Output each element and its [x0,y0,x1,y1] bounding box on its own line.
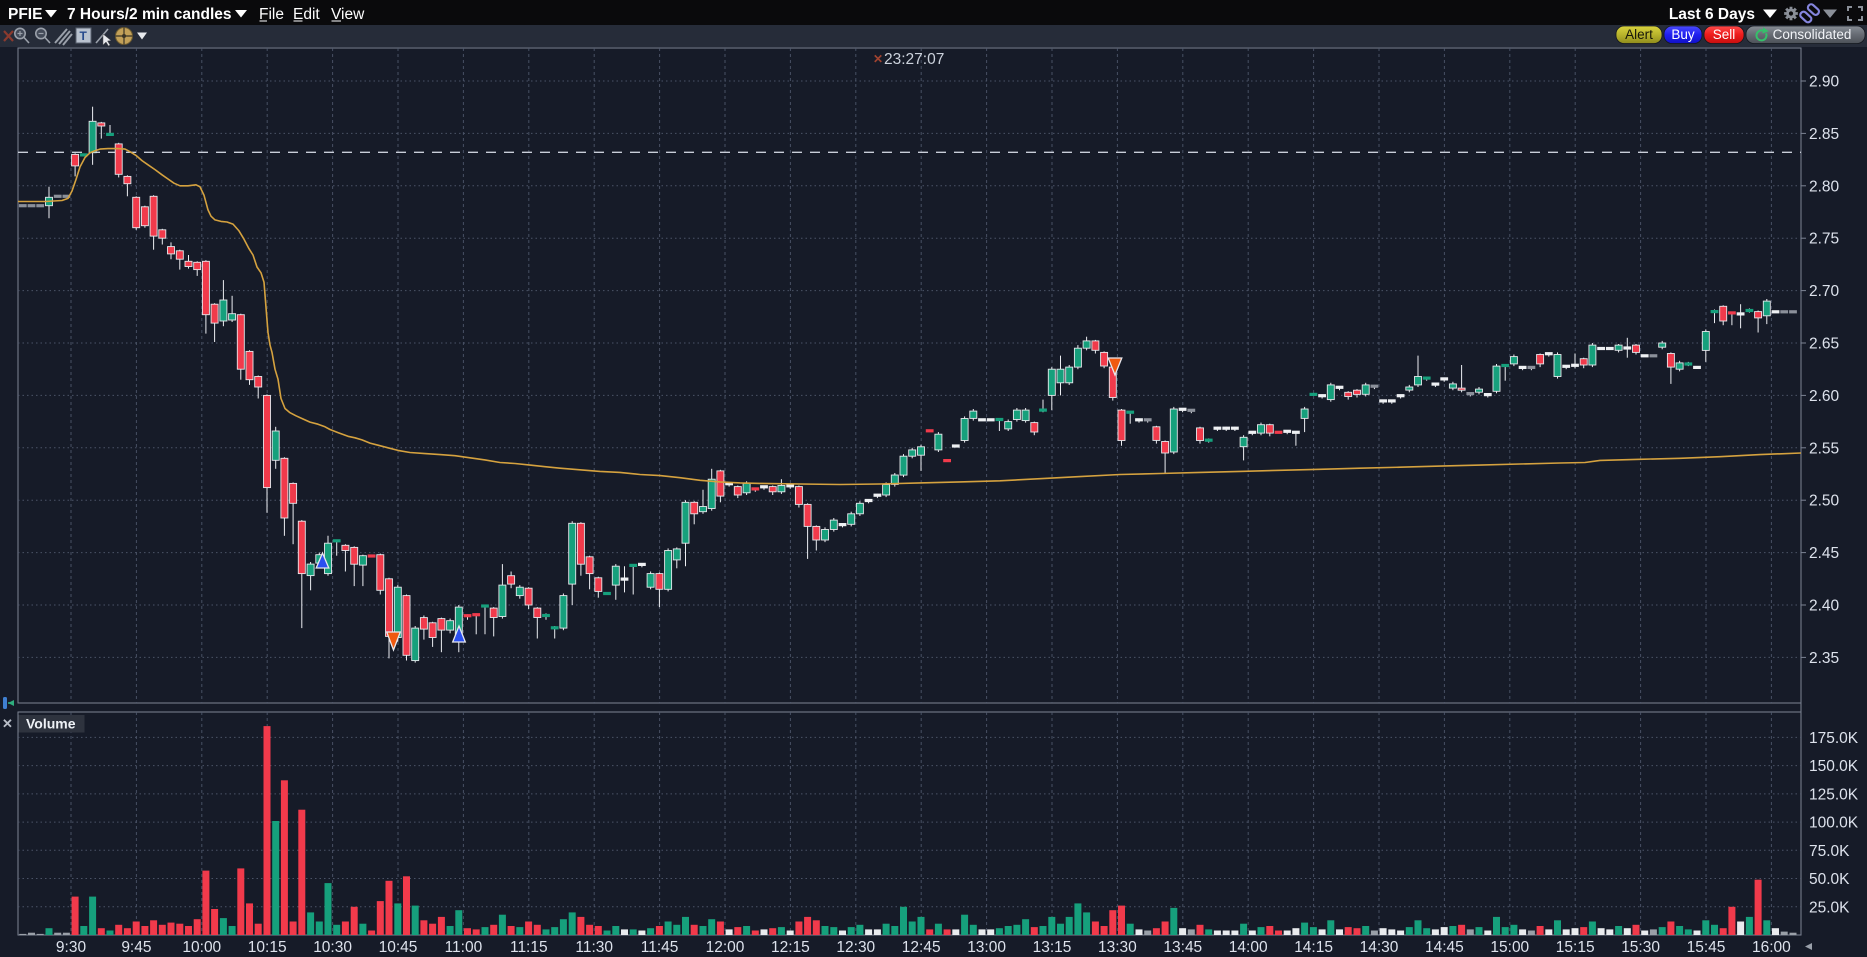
svg-text:2.90: 2.90 [1809,74,1840,91]
svg-text:T: T [80,29,88,43]
svg-text:11:15: 11:15 [510,939,548,956]
svg-text:15:15: 15:15 [1556,939,1595,956]
svg-text:✕: ✕ [873,52,883,66]
svg-text:View: View [331,6,365,23]
svg-text:Volume: Volume [26,716,76,732]
svg-text:2.60: 2.60 [1809,388,1840,405]
svg-text:15:30: 15:30 [1621,939,1660,956]
svg-text:File: File [259,6,284,23]
svg-text:Edit: Edit [293,6,320,23]
svg-text:7 Hours/2 min candles: 7 Hours/2 min candles [67,6,232,23]
svg-text:9:45: 9:45 [121,939,151,956]
svg-text:125.0K: 125.0K [1809,786,1859,803]
svg-text:2.50: 2.50 [1809,493,1840,510]
svg-text:15:00: 15:00 [1490,939,1529,956]
svg-text:✕: ✕ [2,716,13,731]
svg-text:23:27:07: 23:27:07 [884,51,944,68]
svg-text:13:00: 13:00 [967,939,1006,956]
svg-text:2.70: 2.70 [1809,283,1840,300]
svg-text:11:30: 11:30 [575,939,613,956]
svg-text:13:15: 13:15 [1033,939,1072,956]
svg-text:9:30: 9:30 [56,939,87,956]
svg-text:12:00: 12:00 [706,939,745,956]
svg-text:14:45: 14:45 [1425,939,1464,956]
svg-text:2.40: 2.40 [1809,598,1840,615]
svg-text:14:30: 14:30 [1360,939,1399,956]
svg-text:Sell: Sell [1713,27,1736,42]
svg-text:15:45: 15:45 [1687,939,1726,956]
svg-text:10:15: 10:15 [248,939,287,956]
svg-text:Consolidated: Consolidated [1773,27,1852,42]
svg-text:2.35: 2.35 [1809,650,1839,667]
svg-text:Buy: Buy [1671,27,1695,42]
svg-text:2.80: 2.80 [1809,178,1840,195]
svg-text:14:15: 14:15 [1294,939,1333,956]
svg-text:100.0K: 100.0K [1809,815,1859,832]
svg-text:13:30: 13:30 [1098,939,1137,956]
svg-text:2.55: 2.55 [1809,440,1839,457]
svg-text:12:30: 12:30 [836,939,875,956]
svg-text:2.45: 2.45 [1809,545,1839,562]
svg-text:11:45: 11:45 [641,939,679,956]
svg-text:150.0K: 150.0K [1809,758,1859,775]
svg-text:10:30: 10:30 [313,939,352,956]
svg-text:10:00: 10:00 [182,939,221,956]
svg-text:14:00: 14:00 [1229,939,1268,956]
svg-text:12:15: 12:15 [771,939,810,956]
svg-text:2.85: 2.85 [1809,126,1839,143]
svg-text:Alert: Alert [1625,27,1653,42]
svg-text:2.75: 2.75 [1809,231,1839,248]
svg-text:11:00: 11:00 [445,939,483,956]
svg-text:16:00: 16:00 [1752,939,1791,956]
svg-text:12:45: 12:45 [902,939,941,956]
svg-text:75.0K: 75.0K [1809,843,1850,860]
svg-text:Last 6 Days: Last 6 Days [1669,6,1755,23]
svg-text:25.0K: 25.0K [1809,899,1850,916]
svg-text:50.0K: 50.0K [1809,871,1850,888]
svg-text:PFIE: PFIE [8,6,42,23]
svg-text:10:45: 10:45 [379,939,418,956]
svg-text:13:45: 13:45 [1163,939,1202,956]
svg-text:175.0K: 175.0K [1809,730,1859,747]
svg-text:2.65: 2.65 [1809,336,1839,353]
